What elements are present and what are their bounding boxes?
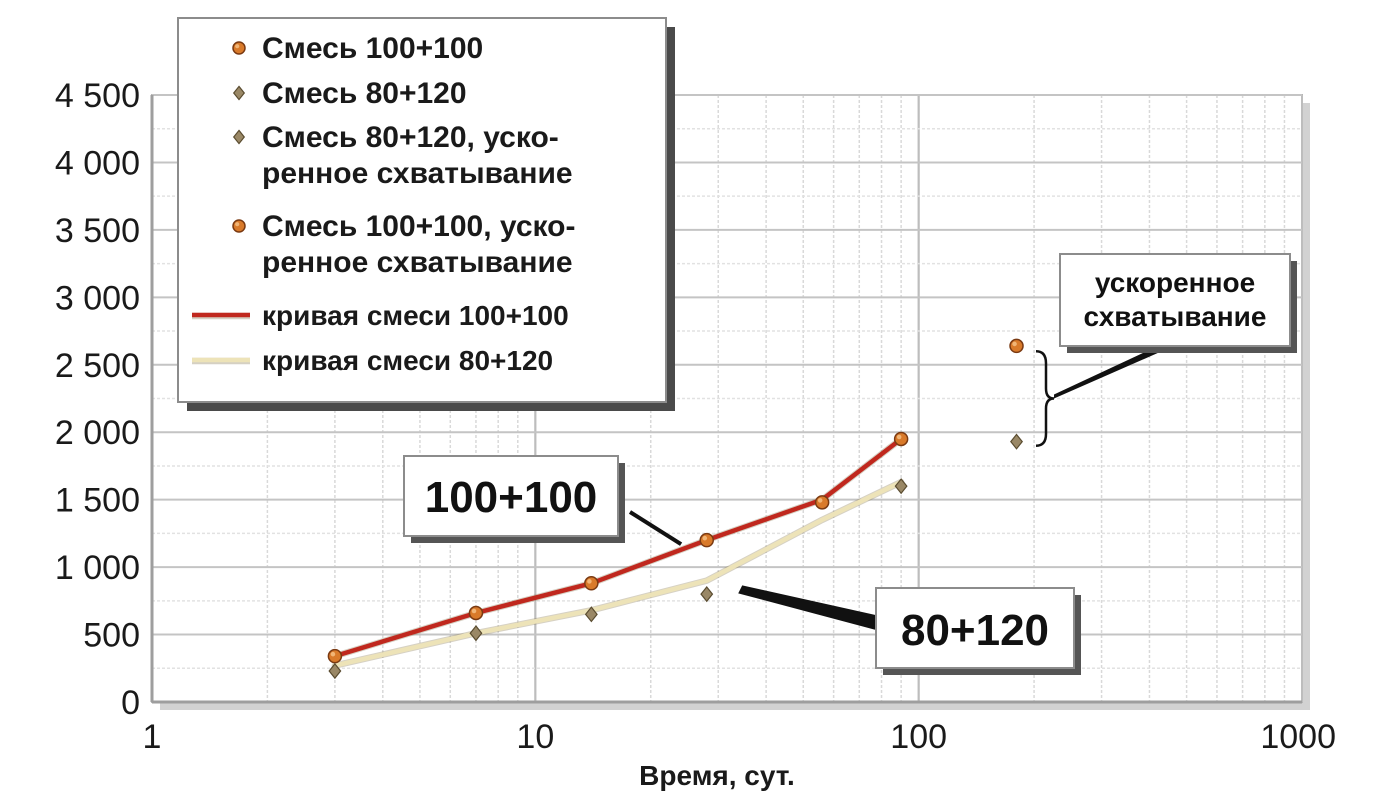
annotation-label: 100+100 <box>425 473 598 522</box>
legend-swatch <box>232 219 246 233</box>
legend-label: кривая смеси 100+100 <box>262 300 569 331</box>
annotation-leader <box>738 585 880 630</box>
legend-swatch <box>232 129 246 145</box>
annotation-label: ускоренное <box>1095 267 1255 298</box>
y-tick-label: 1 000 <box>55 549 140 587</box>
data-point <box>328 662 342 680</box>
annotation-box <box>875 587 1075 669</box>
data-point-highlight <box>896 434 902 440</box>
data-point <box>699 532 714 548</box>
legend-swatch <box>232 41 246 55</box>
data-point <box>1009 338 1024 354</box>
legend-label: Смесь 80+120 <box>262 77 467 110</box>
series-line <box>332 479 904 668</box>
legend-label: ренное схватывание <box>262 157 573 190</box>
legend-label: кривая смеси 80+120 <box>262 345 553 376</box>
data-point <box>1010 433 1024 450</box>
data-point <box>468 605 484 621</box>
data-point <box>469 625 483 642</box>
data-point-highlight <box>817 498 823 503</box>
legend-swatch-highlight <box>235 44 240 49</box>
data-point-highlight <box>1012 341 1017 347</box>
y-tick-label: 2 500 <box>55 347 140 385</box>
x-tick-label: 1000 <box>1260 718 1336 756</box>
x-axis-title: Время, сут. <box>639 760 795 791</box>
data-point-highlight <box>702 535 708 541</box>
data-point <box>894 478 908 495</box>
annotation-box <box>1059 253 1291 347</box>
legend-label: Смесь 80+120, уско- <box>262 121 559 154</box>
y-tick-label: 1 500 <box>55 482 140 520</box>
data-point <box>584 576 599 591</box>
data-point <box>893 431 909 447</box>
x-tick-label: 1 <box>143 718 162 756</box>
data-point <box>700 585 714 603</box>
annotation-leader <box>628 510 683 546</box>
data-point-highlight <box>330 651 336 657</box>
legend <box>177 17 667 403</box>
data-point <box>814 495 830 510</box>
y-tick-label: 0 <box>121 684 140 722</box>
legend-swatch <box>232 85 246 101</box>
y-tick-label: 2 000 <box>55 414 140 452</box>
legend-swatch-highlight <box>235 222 240 227</box>
y-tick-label: 3 500 <box>55 212 140 250</box>
x-tick-label: 10 <box>516 718 554 756</box>
annotation-label: схватывание <box>1084 301 1267 332</box>
data-point-highlight <box>587 579 592 584</box>
annotation-leader <box>1054 345 1160 399</box>
legend-label: Смесь 100+100 <box>262 32 483 65</box>
annotation-label: 80+120 <box>901 606 1049 655</box>
data-point <box>584 606 598 623</box>
data-point-highlight <box>471 608 477 614</box>
y-tick-label: 500 <box>83 617 140 655</box>
data-point <box>327 648 343 664</box>
y-tick-label: 3 000 <box>55 279 140 317</box>
series-line <box>332 436 904 659</box>
legend-label: Смесь 100+100, уско- <box>262 210 575 243</box>
y-tick-label: 4 500 <box>55 77 140 115</box>
annotation-box <box>403 455 619 537</box>
y-tick-label: 4 000 <box>55 144 140 182</box>
legend-label: ренное схватывание <box>262 246 573 279</box>
x-tick-label: 100 <box>890 718 947 756</box>
